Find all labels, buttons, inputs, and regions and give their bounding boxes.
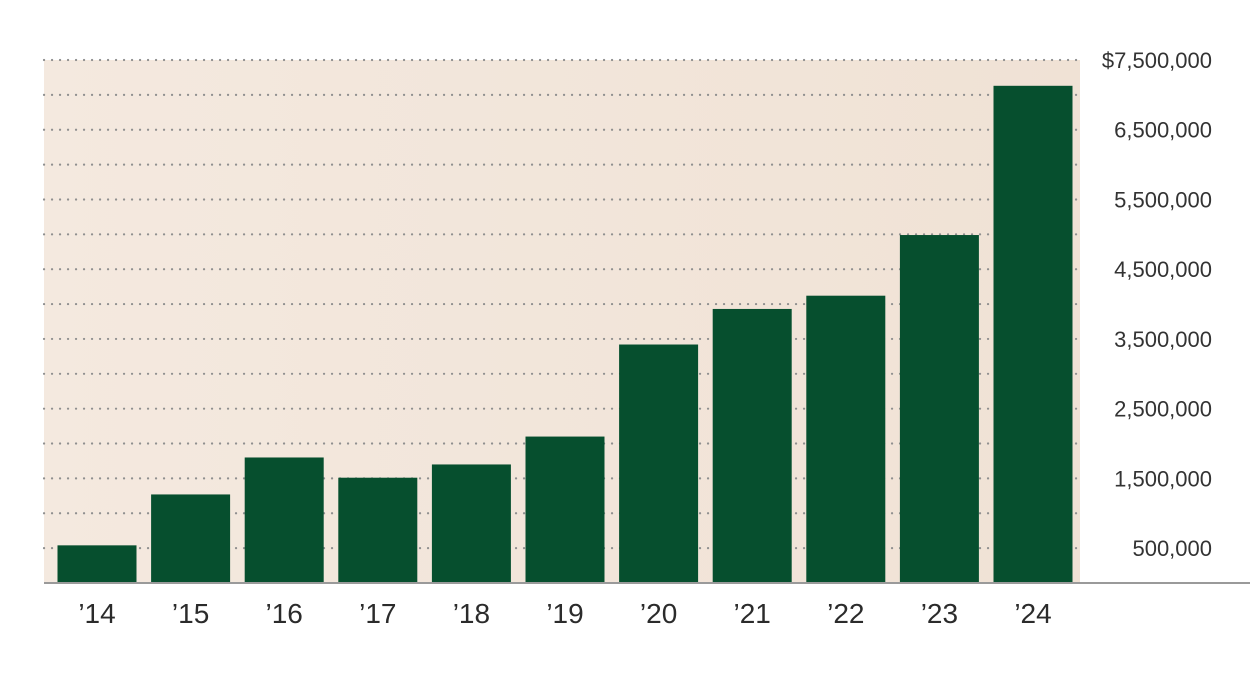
bar-18 xyxy=(431,464,511,583)
x-tick-label-17: ’17 xyxy=(359,598,396,629)
bar-22 xyxy=(806,295,886,583)
bar-16 xyxy=(244,457,324,583)
x-tick-label-23: ’23 xyxy=(921,598,958,629)
bar-17 xyxy=(338,477,418,583)
bar-23 xyxy=(899,235,979,583)
x-tick-label-16: ’16 xyxy=(266,598,303,629)
x-tick-label-18: ’18 xyxy=(453,598,490,629)
bar-14 xyxy=(57,545,137,583)
y-tick-label-6: 6,500,000 xyxy=(1114,118,1212,143)
x-tick-label-22: ’22 xyxy=(827,598,864,629)
y-tick-label-7: $7,500,000 xyxy=(1102,48,1212,73)
y-tick-label-1: 1,500,000 xyxy=(1114,466,1212,491)
bar-19 xyxy=(525,436,605,583)
x-tick-label-20: ’20 xyxy=(640,598,677,629)
y-tick-label-4: 4,500,000 xyxy=(1114,257,1212,282)
bar-21 xyxy=(712,308,792,583)
y-axis-ticks: 500,000 1,500,000 2,500,000 3,500,000 4,500,… xyxy=(1102,48,1212,561)
y-tick-label-5: 5,500,000 xyxy=(1114,187,1212,212)
y-tick-label-0: 500,000 xyxy=(1132,536,1212,561)
x-tick-label-21: ’21 xyxy=(734,598,771,629)
x-tick-label-15: ’15 xyxy=(172,598,209,629)
x-tick-label-24: ’24 xyxy=(1014,598,1051,629)
bars xyxy=(57,85,1073,583)
y-tick-label-2: 2,500,000 xyxy=(1114,397,1212,422)
bar-20 xyxy=(619,344,699,583)
x-axis-labels: ’14 ’15 ’16 ’17 ’18 ’19 ’20 ’21 ’22 ’23 ’24 xyxy=(78,598,1051,629)
x-tick-label-19: ’19 xyxy=(546,598,583,629)
y-tick-label-3: 3,500,000 xyxy=(1114,327,1212,352)
bar-24 xyxy=(993,85,1073,583)
bar-15 xyxy=(151,494,231,583)
x-tick-label-14: ’14 xyxy=(78,598,115,629)
